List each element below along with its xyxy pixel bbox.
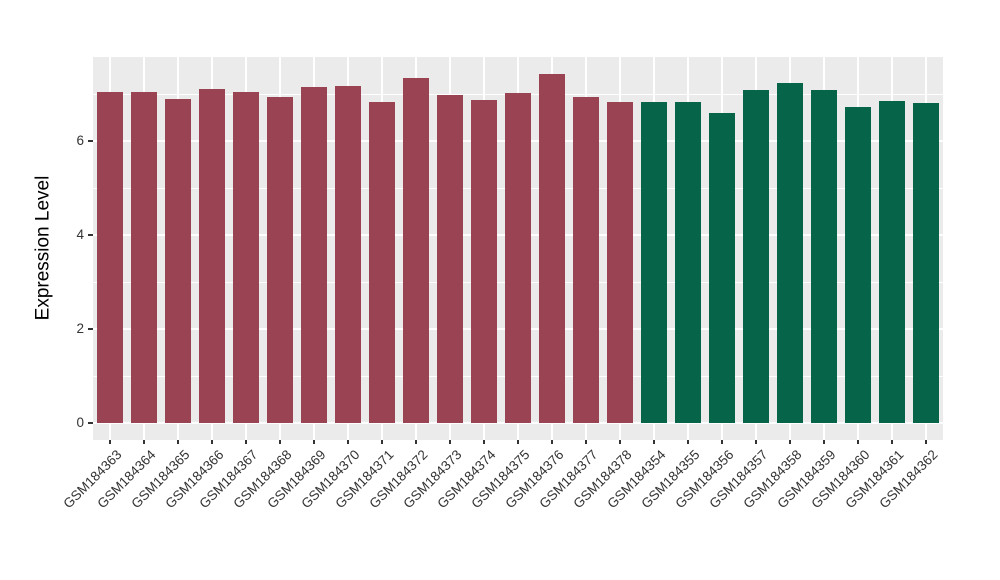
x-tick xyxy=(245,440,247,444)
bar-GSM184360 xyxy=(845,107,871,423)
x-tick xyxy=(211,440,213,444)
plot-panel xyxy=(93,57,943,440)
x-tick xyxy=(925,440,927,444)
x-tick xyxy=(381,440,383,444)
x-tick xyxy=(517,440,519,444)
x-tick xyxy=(347,440,349,444)
bar-GSM184356 xyxy=(709,113,735,423)
bar-GSM184368 xyxy=(267,96,293,423)
y-axis-title: Expression Level xyxy=(32,175,54,321)
x-tick xyxy=(653,440,655,444)
bar-GSM184376 xyxy=(539,73,565,423)
bar-GSM184374 xyxy=(471,100,497,423)
x-tick xyxy=(585,440,587,444)
bar-GSM184367 xyxy=(233,91,259,423)
bar-GSM184354 xyxy=(641,102,667,423)
y-tick xyxy=(88,234,93,236)
x-tick xyxy=(755,440,757,444)
bar-GSM184365 xyxy=(165,99,191,423)
bar-GSM184358 xyxy=(777,83,803,423)
x-tick xyxy=(619,440,621,444)
x-tick xyxy=(415,440,417,444)
y-tick xyxy=(88,140,93,142)
bar-GSM184361 xyxy=(879,100,905,423)
bar-GSM184355 xyxy=(675,102,701,423)
y-tick-label: 2 xyxy=(76,321,84,336)
bar-GSM184364 xyxy=(131,92,157,423)
bar-GSM184371 xyxy=(369,102,395,423)
bar-GSM184372 xyxy=(403,78,429,423)
bar-GSM184369 xyxy=(301,87,327,423)
x-tick xyxy=(891,440,893,444)
x-tick xyxy=(789,440,791,444)
bar-GSM184375 xyxy=(505,92,531,423)
bar-GSM184357 xyxy=(743,89,769,423)
x-tick xyxy=(313,440,315,444)
bar-GSM184370 xyxy=(335,85,361,423)
x-tick xyxy=(551,440,553,444)
y-tick-label: 6 xyxy=(76,133,84,148)
y-tick xyxy=(88,328,93,330)
bar-GSM184362 xyxy=(913,103,939,423)
bar-GSM184378 xyxy=(607,101,633,423)
x-tick xyxy=(109,440,111,444)
bar-GSM184366 xyxy=(199,89,225,423)
bar-GSM184363 xyxy=(97,92,123,423)
x-tick xyxy=(483,440,485,444)
y-tick-label: 0 xyxy=(76,415,84,430)
x-tick xyxy=(279,440,281,444)
x-tick xyxy=(857,440,859,444)
x-tick xyxy=(143,440,145,444)
x-tick xyxy=(721,440,723,444)
x-tick xyxy=(449,440,451,444)
bar-GSM184377 xyxy=(573,96,599,423)
bar-GSM184373 xyxy=(437,94,463,423)
x-tick xyxy=(177,440,179,444)
y-tick-label: 4 xyxy=(76,227,84,242)
bar-GSM184359 xyxy=(811,89,837,423)
x-tick xyxy=(687,440,689,444)
x-tick xyxy=(823,440,825,444)
y-tick xyxy=(88,422,93,424)
